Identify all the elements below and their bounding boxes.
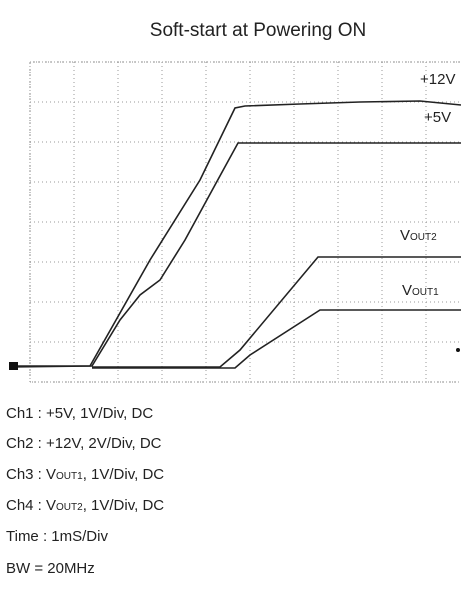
note: BW = 20MHz [6,560,95,577]
scope-grid [29,61,461,383]
note: Ch3 : VOUT1, 1V/Div, DC [6,466,164,483]
trace-label: VOUT1 [402,282,439,299]
trace-label: +12V [420,71,455,88]
trace-vout1 [92,309,461,369]
trace-12v [10,100,461,367]
note: Ch1 : +5V, 1V/Div, DC [6,405,153,422]
channel-marker [9,362,18,370]
trace-vout2 [92,256,461,368]
title: Soft-start at Powering ON [150,20,366,41]
trace-5v [9,142,461,368]
trace-label: VOUT2 [400,227,437,244]
note: Ch2 : +12V, 2V/Div, DC [6,435,162,452]
trace-label: +5V [424,109,451,126]
note: Ch4 : VOUT2, 1V/Div, DC [6,497,164,514]
note: Time : 1mS/Div [6,528,108,545]
traces [9,100,461,370]
trigger-dot [456,348,460,352]
